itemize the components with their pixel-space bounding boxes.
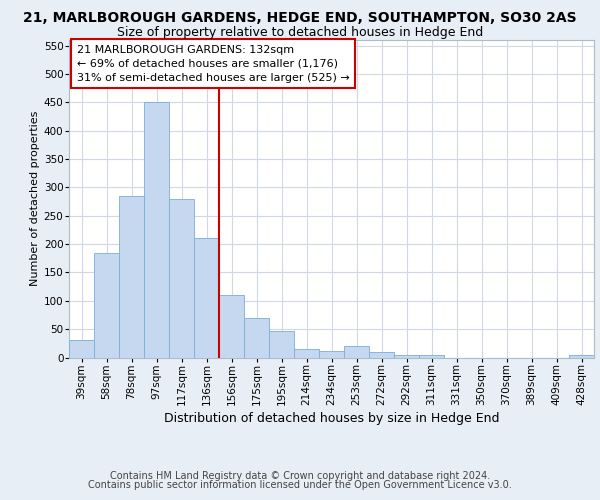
Y-axis label: Number of detached properties: Number of detached properties (29, 111, 40, 286)
Text: Size of property relative to detached houses in Hedge End: Size of property relative to detached ho… (117, 26, 483, 39)
Bar (344, 346, 369, 358)
Bar (194, 238, 219, 358)
Bar (119, 196, 144, 358)
Bar (569, 354, 594, 358)
Text: 21, MARLBOROUGH GARDENS, HEDGE END, SOUTHAMPTON, SO30 2AS: 21, MARLBOROUGH GARDENS, HEDGE END, SOUT… (23, 12, 577, 26)
Bar (294, 349, 319, 358)
Bar (269, 332, 294, 357)
Bar (219, 295, 244, 358)
Bar (244, 318, 269, 358)
Bar (394, 354, 419, 358)
Bar (369, 352, 394, 358)
Bar (169, 198, 194, 358)
Bar (94, 252, 119, 358)
Text: 21 MARLBOROUGH GARDENS: 132sqm
← 69% of detached houses are smaller (1,176)
31% : 21 MARLBOROUGH GARDENS: 132sqm ← 69% of … (77, 45, 350, 83)
Bar (419, 354, 444, 358)
Bar (69, 340, 94, 357)
Bar (144, 102, 169, 358)
X-axis label: Distribution of detached houses by size in Hedge End: Distribution of detached houses by size … (164, 412, 499, 425)
Bar (319, 352, 344, 358)
Text: Contains public sector information licensed under the Open Government Licence v3: Contains public sector information licen… (88, 480, 512, 490)
Text: Contains HM Land Registry data © Crown copyright and database right 2024.: Contains HM Land Registry data © Crown c… (110, 471, 490, 481)
